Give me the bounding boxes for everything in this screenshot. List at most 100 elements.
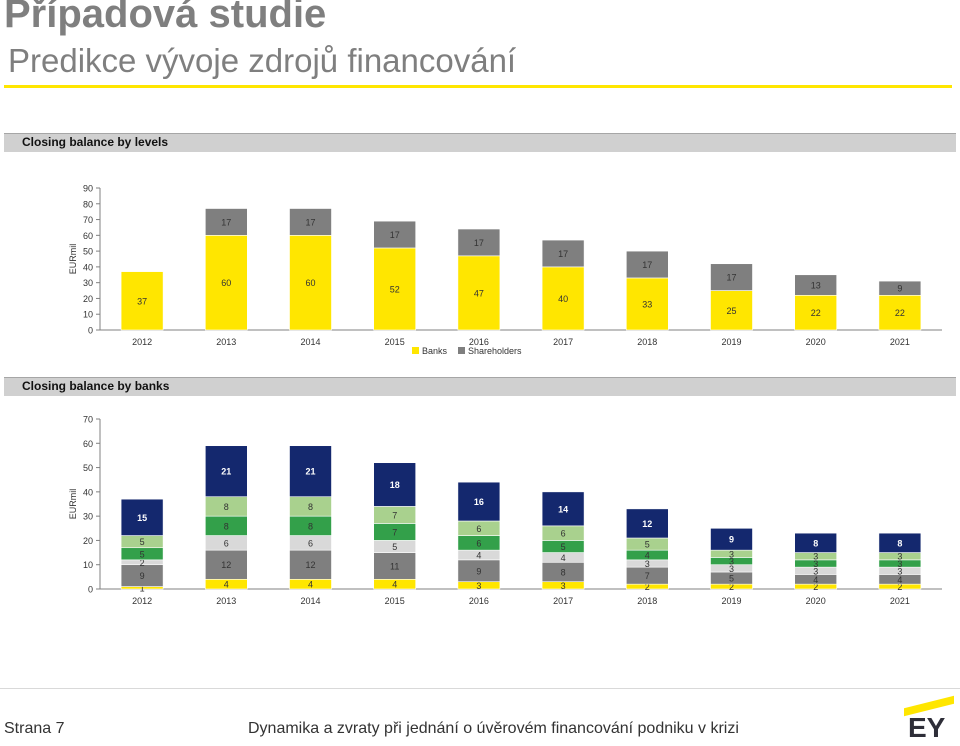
chart2-data-label: 2 [813,582,818,592]
chart2-x-tick-label: 2019 [721,596,741,606]
chart2-data-label: 3 [897,559,902,569]
chart2-data-label: 5 [392,542,397,552]
chart1-x-tick-label: 2019 [721,337,741,347]
chart2-x-tick-label: 2017 [553,596,573,606]
chart2-y-tick-label: 40 [83,487,93,497]
chart2-data-label: 2 [140,558,145,568]
chart2-y-tick-label: 0 [88,585,93,595]
chart2-data-label: 11 [390,561,399,571]
chart2-y-tick-label: 10 [83,560,93,570]
chart2-data-label: 4 [561,553,566,563]
chart1-x-tick-label: 2013 [216,337,236,347]
chart2-title-bar: Closing balance by banks [4,377,956,396]
chart1-y-axis-label: EURmil [68,244,78,275]
chart2-bar-segment [457,481,501,522]
chart2-data-label: 3 [645,559,650,569]
chart2-data-label: 9 [140,571,145,581]
chart2-data-label: 12 [642,519,652,529]
chart2-data-label: 21 [221,467,231,477]
chart2-data-label: 2 [645,582,650,592]
chart1-data-label: 22 [895,308,905,318]
chart-closing-balance-by-levels: 0 10 20 30 40 50 60 70 80 90 EURmil 37 2012 60 17 2013 6… [68,184,942,356]
chart2-x-tick-label: 2018 [637,596,657,606]
chart1-title: Closing balance by levels [22,135,169,149]
chart1-bar-segment [794,294,838,331]
chart2-data-label: 14 [558,504,568,514]
chart2-bar-segment [373,552,417,580]
chart1-data-label: 33 [642,299,652,309]
chart1-bar-segment [289,208,332,236]
chart1-x-tick-label: 2015 [385,337,405,347]
chart2-data-label: 7 [392,510,397,520]
chart1-bar-segment [120,271,164,331]
chart2-y-tick-label: 20 [83,536,93,546]
ey-logo: EY [900,694,956,744]
chart1-data-label: 9 [897,284,902,294]
chart2-data-label: 16 [474,497,484,507]
chart1-bar-segment [625,250,669,279]
title-underline [4,85,952,88]
chart1-data-label: 52 [390,284,400,294]
chart1-y-tick-label: 60 [83,231,93,241]
chart1-bar-segment [878,294,922,331]
chart1-legend-label: Shareholders [468,346,522,356]
chart1-data-label: 17 [390,230,400,240]
chart2-data-label: 3 [729,549,734,559]
chart2-data-label: 3 [813,566,818,576]
footer-caption: Dynamika a zvraty při jednání o úvěrovém… [248,720,739,737]
chart2-data-label: 1 [140,583,145,593]
chart2-data-label: 7 [392,527,397,537]
chart2-data-label: 9 [476,566,481,576]
chart2-data-label: 8 [813,538,818,548]
chart2-data-label: 4 [224,580,229,590]
chart2-data-label: 3 [813,559,818,569]
chart1-data-label: 25 [726,306,736,316]
chart2-data-label: 3 [897,552,902,562]
chart1-x-tick-label: 2020 [806,337,826,347]
chart2-data-label: 15 [137,513,147,523]
chart-closing-balance-by-banks: 010203040506070EURmil1925515201241268821… [68,415,942,606]
chart2-x-tick-label: 2014 [300,596,320,606]
chart2-bar-segment [205,549,248,580]
chart2-x-tick-label: 2013 [216,596,236,606]
chart1-bar-segment [794,274,838,296]
chart2-x-tick-label: 2016 [469,596,489,606]
chart2-data-label: 4 [645,551,650,561]
chart2-data-label: 21 [305,467,315,477]
chart2-x-tick-label: 2020 [806,596,826,606]
chart2-data-label: 6 [308,538,313,548]
chart1-x-tick-label: 2012 [132,337,152,347]
chart2-data-label: 9 [729,535,734,545]
chart2-data-label: 7 [645,571,650,581]
chart1-y-tick-label: 70 [83,215,93,225]
chart2-bar-segment [625,508,669,539]
chart1-bar-segment [205,208,248,236]
chart1-x-tick-label: 2014 [300,337,320,347]
chart2-data-label: 3 [729,557,734,567]
chart2-bar-segment [541,491,585,527]
chart2-data-label: 4 [476,551,481,561]
chart2-data-label: 8 [224,502,229,512]
chart1-data-label: 13 [811,281,821,291]
chart2-data-label: 8 [308,521,313,531]
chart2-bar-segment [794,532,838,553]
chart2-data-label: 3 [561,581,566,591]
chart2-data-label: 5 [645,540,650,550]
ey-logo-text: EY [908,712,946,743]
chart2-x-tick-label: 2015 [385,596,405,606]
chart2-bar-segment [120,498,164,536]
chart2-y-tick-label: 50 [83,463,93,473]
chart2-data-label: 8 [561,568,566,578]
chart2-data-label: 3 [729,564,734,574]
chart1-data-label: 60 [305,278,315,288]
chart1-x-tick-label: 2017 [553,337,573,347]
chart1-data-label: 17 [474,238,484,248]
chart1-data-label: 17 [726,273,736,283]
chart1-data-label: 17 [642,260,652,270]
chart1-x-tick-label: 2021 [890,337,910,347]
chart1-bar-segment [373,220,417,249]
chart1-bar-segment [541,239,585,268]
chart2-data-label: 6 [561,529,566,539]
chart2-data-label: 2 [897,582,902,592]
chart2-data-label: 12 [305,560,315,570]
